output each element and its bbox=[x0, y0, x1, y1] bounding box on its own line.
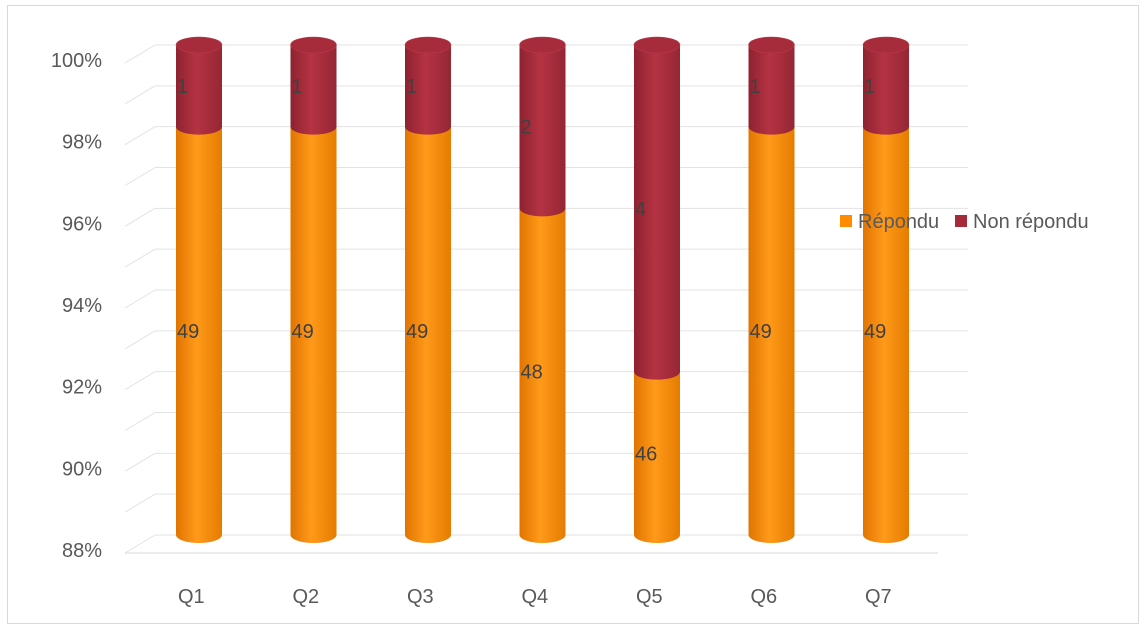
y-tick-label: 96% bbox=[62, 213, 102, 235]
x-tick-label: Q7 bbox=[865, 586, 892, 608]
bar-non-repondu bbox=[176, 45, 222, 135]
bar-cap bbox=[519, 36, 566, 54]
bars bbox=[175, 36, 910, 544]
bar-cap bbox=[862, 36, 910, 54]
data-label: 49 bbox=[864, 321, 886, 343]
gridline-depth bbox=[124, 207, 156, 227]
legend: Répondu Non répondu bbox=[840, 211, 1089, 233]
x-axis: Q1 Q2 Q3 Q4 Q5 Q6 Q7 bbox=[178, 586, 892, 608]
gridline-depth bbox=[124, 534, 156, 554]
bar-repondu bbox=[176, 126, 222, 544]
y-tick-label: 90% bbox=[62, 458, 102, 480]
y-tick-label: 92% bbox=[62, 377, 102, 399]
bar-repondu bbox=[519, 208, 566, 544]
data-label: 49 bbox=[406, 321, 428, 343]
data-label: 1 bbox=[177, 76, 188, 98]
data-labels: 49 1 49 1 49 1 48 2 46 4 49 1 49 1 bbox=[177, 76, 886, 466]
bar-cap bbox=[404, 36, 452, 54]
x-tick-label: Q4 bbox=[522, 586, 549, 608]
data-label: 49 bbox=[750, 321, 772, 343]
bar-cap bbox=[290, 36, 337, 54]
data-label: 1 bbox=[406, 76, 417, 98]
gridline-depth bbox=[124, 493, 156, 513]
gridline-depth bbox=[124, 412, 156, 431]
bar-repondu bbox=[863, 126, 909, 544]
y-tick-label: 100% bbox=[51, 50, 102, 72]
x-tick-label: Q3 bbox=[407, 586, 434, 608]
bar-repondu bbox=[748, 126, 795, 544]
bar-non-repondu bbox=[290, 45, 337, 135]
data-label: 48 bbox=[521, 362, 543, 384]
bar-cap bbox=[748, 36, 795, 54]
x-tick-label: Q2 bbox=[293, 586, 320, 608]
y-tick-label: 88% bbox=[62, 540, 102, 562]
bar-cap bbox=[175, 36, 223, 54]
x-tick-label: Q6 bbox=[751, 586, 778, 608]
x-tick-label: Q5 bbox=[636, 586, 663, 608]
data-label: 49 bbox=[292, 321, 314, 343]
y-tick-label: 98% bbox=[62, 132, 102, 154]
gridline-depth bbox=[124, 44, 156, 64]
gridline-depth bbox=[124, 248, 156, 268]
data-label: 1 bbox=[292, 76, 303, 98]
bar-non-repondu bbox=[519, 45, 566, 217]
bar-non-repondu bbox=[863, 45, 909, 135]
data-label: 49 bbox=[177, 321, 199, 343]
legend-swatch bbox=[840, 215, 852, 227]
y-tick-label: 94% bbox=[62, 295, 102, 317]
data-label: 1 bbox=[750, 76, 761, 98]
gridline-depth bbox=[124, 371, 156, 391]
bar-repondu bbox=[634, 371, 680, 543]
x-tick-label: Q1 bbox=[178, 586, 205, 608]
gridline-depth bbox=[124, 167, 156, 186]
bar-repondu bbox=[290, 126, 337, 544]
data-label: 1 bbox=[864, 76, 875, 98]
data-label: 4 bbox=[635, 198, 646, 220]
legend-label: Non répondu bbox=[973, 211, 1089, 233]
gridline-depth bbox=[124, 85, 156, 105]
legend-swatch bbox=[955, 215, 967, 227]
gridline-depth bbox=[124, 289, 156, 309]
bar-non-repondu bbox=[405, 45, 451, 135]
y-axis: 100% 98% 96% 94% 92% 90% 88% bbox=[51, 50, 102, 562]
bar-non-repondu bbox=[748, 45, 795, 135]
gridline-depth bbox=[124, 330, 156, 350]
legend-label: Répondu bbox=[858, 211, 939, 233]
data-label: 2 bbox=[521, 117, 532, 139]
bar-repondu bbox=[405, 126, 451, 544]
gridline-depth bbox=[124, 126, 156, 146]
bar-non-repondu bbox=[634, 45, 680, 380]
gridline-depth bbox=[124, 452, 156, 472]
bar-cap bbox=[633, 36, 681, 54]
data-label: 46 bbox=[635, 443, 657, 465]
